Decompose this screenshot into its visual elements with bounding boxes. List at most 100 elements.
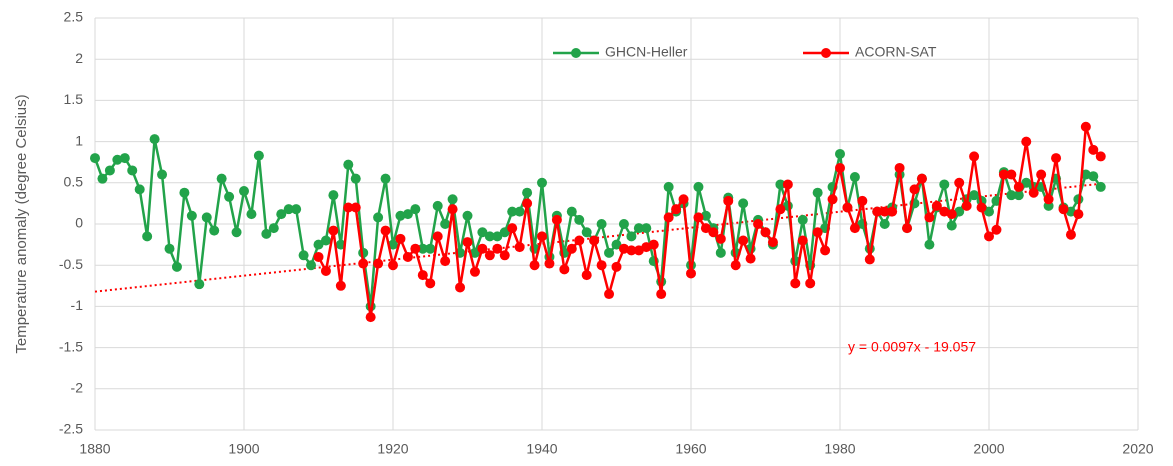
series-marker xyxy=(715,233,726,244)
series-marker xyxy=(1028,187,1039,198)
series-marker xyxy=(969,190,980,201)
series-marker xyxy=(201,212,212,223)
series-marker xyxy=(343,202,354,213)
series-marker xyxy=(1080,169,1091,180)
series-marker xyxy=(730,260,741,271)
series-marker xyxy=(157,169,168,180)
series-marker xyxy=(492,231,503,242)
legend-label: ACORN-SAT xyxy=(855,44,937,60)
series-marker xyxy=(1006,190,1017,201)
series-marker xyxy=(1073,209,1084,220)
series-marker xyxy=(991,224,1002,235)
series-marker xyxy=(462,210,473,221)
series-marker xyxy=(924,212,935,223)
series-marker xyxy=(879,206,890,217)
series-marker xyxy=(902,223,913,234)
series-marker xyxy=(626,245,637,256)
series-marker xyxy=(529,260,540,271)
y-axis-label: Temperature anomaly (degree Celsius) xyxy=(13,94,30,353)
y-tick-label: -2.5 xyxy=(59,421,83,437)
series-marker xyxy=(514,242,525,253)
y-tick-label: 2.5 xyxy=(64,9,84,25)
series-marker xyxy=(656,289,667,300)
series-marker xyxy=(276,209,287,220)
y-tick-label: 2 xyxy=(75,50,83,66)
series-marker xyxy=(142,231,153,242)
series-marker xyxy=(566,243,577,254)
series-marker xyxy=(604,247,615,258)
series-marker xyxy=(492,243,503,254)
series-marker xyxy=(350,173,361,184)
series-marker xyxy=(328,225,339,236)
series-marker xyxy=(894,162,905,173)
series-marker xyxy=(939,179,950,190)
series-marker xyxy=(1095,181,1106,192)
series-marker xyxy=(559,264,570,275)
series-marker xyxy=(380,225,391,236)
y-tick-label: -0.5 xyxy=(59,256,83,272)
series-marker xyxy=(1006,169,1017,180)
series-marker xyxy=(313,251,324,262)
series-marker xyxy=(1088,144,1099,155)
series-marker xyxy=(499,227,510,238)
series-marker xyxy=(417,270,428,281)
series-marker xyxy=(216,173,227,184)
series-marker xyxy=(812,227,823,238)
series-marker xyxy=(358,258,369,269)
series-marker xyxy=(566,206,577,217)
series-marker xyxy=(812,187,823,198)
series-marker xyxy=(1013,190,1024,201)
series-marker xyxy=(432,231,443,242)
series-marker xyxy=(663,181,674,192)
series-marker xyxy=(291,204,302,215)
series-marker xyxy=(909,184,920,195)
series-marker xyxy=(835,162,845,173)
legend-label: GHCN-Heller xyxy=(605,44,688,60)
series-marker xyxy=(469,247,480,258)
series-marker xyxy=(805,278,816,289)
y-tick-label: -2 xyxy=(71,380,84,396)
series-marker xyxy=(969,151,980,162)
series-marker xyxy=(395,233,406,244)
series-marker xyxy=(328,190,339,201)
series-marker xyxy=(842,202,853,213)
series-marker xyxy=(209,225,220,236)
series-marker xyxy=(440,256,451,267)
series-marker xyxy=(931,200,942,211)
series-marker xyxy=(194,279,205,290)
series-marker xyxy=(425,243,436,254)
series-marker xyxy=(1036,169,1047,180)
series-marker xyxy=(469,266,480,277)
series-marker xyxy=(1080,121,1091,132)
series-marker xyxy=(611,239,622,250)
series-marker xyxy=(596,260,607,271)
series-marker xyxy=(544,258,555,269)
series-marker xyxy=(1095,151,1106,162)
series-marker xyxy=(633,245,644,256)
series-marker xyxy=(1088,171,1099,182)
x-tick-label: 1980 xyxy=(824,441,855,457)
series-marker xyxy=(388,239,398,250)
series-marker xyxy=(708,227,719,238)
series-marker xyxy=(417,243,428,254)
series-marker xyxy=(425,278,436,289)
series-marker xyxy=(410,204,421,215)
series-marker xyxy=(320,235,331,246)
series-marker xyxy=(246,209,257,220)
series-marker xyxy=(976,202,987,213)
series-marker xyxy=(514,206,525,217)
series-marker xyxy=(775,179,786,190)
series-marker xyxy=(693,181,704,192)
legend-marker xyxy=(571,48,581,58)
series-marker xyxy=(522,198,533,209)
series-marker xyxy=(782,179,793,190)
series-marker xyxy=(1013,181,1024,192)
series-marker xyxy=(179,187,190,198)
series-marker xyxy=(1051,153,1062,164)
series-marker xyxy=(149,134,160,145)
series-marker xyxy=(373,258,384,269)
series-marker xyxy=(946,209,957,220)
series-marker xyxy=(700,210,711,221)
